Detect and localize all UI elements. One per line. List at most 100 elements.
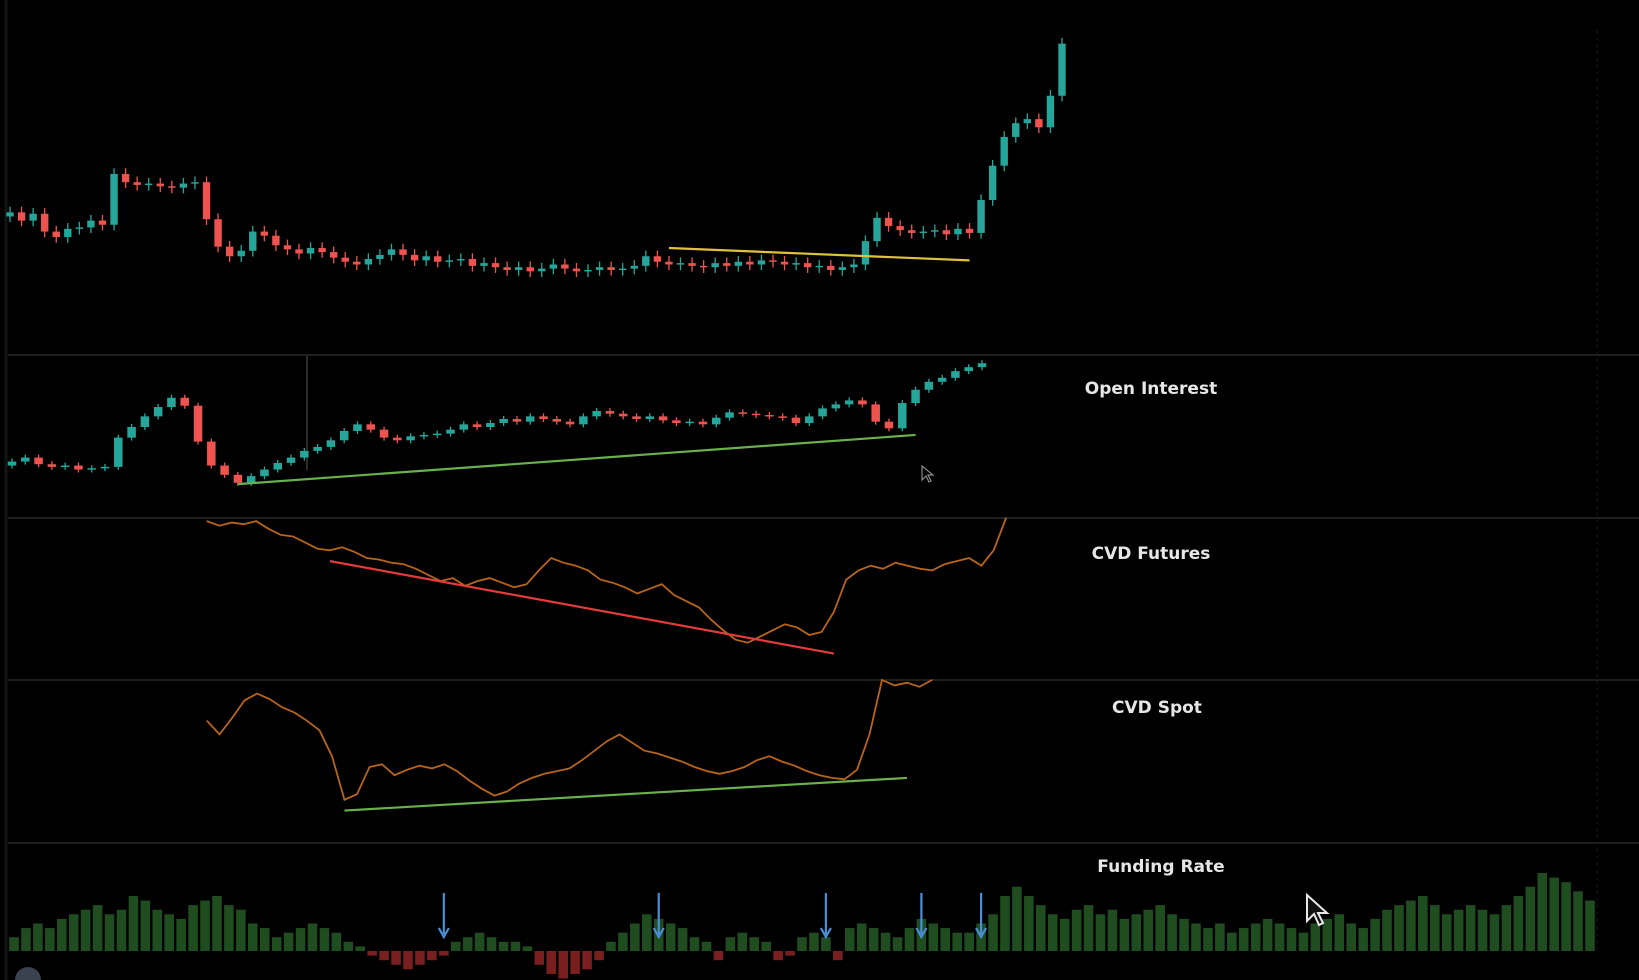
fund-bar-65	[785, 951, 795, 956]
price-body-23	[272, 235, 280, 246]
oi-body-62	[831, 404, 841, 409]
oi-candle-69	[924, 378, 934, 393]
oi-candle-2	[34, 454, 43, 468]
cvdf-point-38	[673, 594, 675, 596]
oi-candle-49	[658, 413, 668, 424]
price-candle-33	[387, 243, 396, 261]
fund-bar-99	[1191, 923, 1201, 951]
fund-bar-53	[642, 914, 652, 951]
fund-bar-64	[773, 951, 783, 961]
price-candle-64	[746, 256, 754, 271]
cvds-point-12	[356, 793, 358, 795]
cvdf-point-49	[808, 634, 810, 636]
price-candle-59	[688, 257, 696, 272]
price-body-55	[642, 256, 650, 266]
price-candle-28	[329, 246, 338, 264]
price-body-4	[52, 231, 60, 238]
price-candle-77	[896, 220, 904, 236]
oi-candle-23	[313, 443, 322, 454]
price-candle-38	[445, 254, 453, 268]
oi-candle-56	[751, 410, 761, 419]
cvdf-point-37	[661, 583, 663, 585]
fund-bar-80	[964, 932, 974, 951]
oi-candle-43	[579, 413, 588, 428]
price-body-28	[329, 252, 338, 258]
oi-candle-33	[446, 426, 455, 437]
cvds-point-0	[206, 720, 208, 722]
price-body-3	[40, 213, 49, 232]
fund-bar-21	[259, 928, 270, 951]
cvdf-point-0	[206, 520, 208, 522]
cvds-point-49	[818, 774, 821, 776]
fund-bar-37	[450, 941, 461, 951]
cvds-point-37	[668, 756, 671, 759]
cvds-point-23	[493, 795, 496, 797]
fund-bar-104	[1250, 923, 1261, 951]
price-candle-76	[884, 212, 893, 232]
fund-arrow-head-1	[652, 927, 665, 940]
oi-candle-68	[911, 386, 920, 407]
price-candle-51	[595, 261, 604, 276]
price-body-5	[64, 228, 72, 238]
cvds-point-40	[706, 770, 708, 772]
fund-bar-105	[1262, 918, 1273, 951]
oi-candle-63	[844, 397, 854, 408]
price-candle-90	[1046, 90, 1055, 134]
oi-candle-52	[698, 418, 708, 428]
price-body-40	[468, 258, 477, 266]
oi-body-19	[260, 469, 269, 477]
cvds-point-6	[281, 706, 283, 708]
cvds-point-41	[718, 773, 721, 775]
price-body-72	[838, 267, 847, 270]
oi-candle-25	[339, 427, 349, 444]
price-candle-70	[815, 260, 823, 273]
fund-bar-73	[880, 932, 891, 951]
fund-bar-109	[1310, 923, 1321, 951]
price-body-16	[191, 182, 199, 184]
oi-candle-24	[326, 437, 336, 450]
fund-bar-78	[940, 928, 951, 951]
cvds-point-45	[768, 755, 771, 757]
cvdf-point-23	[489, 577, 491, 579]
price-candle-9	[110, 168, 118, 231]
fund-bar-17	[212, 895, 222, 951]
cvds-point-42	[731, 770, 733, 772]
price-candle-42	[491, 257, 500, 273]
cvds-point-2	[231, 717, 233, 719]
cvdf-point-28	[550, 557, 552, 559]
oi-candle-58	[778, 413, 787, 421]
oi-candle-8	[114, 434, 123, 470]
fund-bar-75	[904, 928, 915, 951]
price-candle-22	[260, 225, 269, 242]
price-candle-36	[422, 250, 430, 267]
price-body-45	[526, 267, 534, 272]
price-candle-62	[723, 257, 731, 272]
price-candle-17	[202, 176, 211, 225]
price-body-12	[145, 183, 153, 186]
price-body-84	[977, 200, 985, 233]
oi-candle-61	[818, 405, 827, 420]
cvds-point-4	[256, 693, 258, 695]
price-candle-11	[133, 176, 141, 191]
price-body-82	[954, 228, 962, 235]
fund-bar-120	[1441, 914, 1452, 951]
cvds-point-53	[868, 733, 871, 736]
price-candle-2	[29, 208, 37, 227]
fund-bar-62	[749, 937, 760, 951]
cvds-point-56	[906, 682, 908, 684]
price-candle-7	[87, 214, 95, 234]
price-body-29	[341, 257, 349, 262]
fund-bar-97	[1167, 914, 1177, 951]
price-candle-54	[630, 260, 638, 275]
oi-body-7	[100, 466, 110, 469]
price-candle-26	[306, 242, 315, 260]
oi-candle-45	[605, 408, 615, 417]
cvdf-point-43	[734, 639, 737, 641]
price-candle-89	[1035, 113, 1043, 134]
oi-candle-44	[592, 408, 601, 420]
oi-body-67	[898, 403, 907, 429]
fund-bar-18	[224, 905, 234, 951]
price-body-83	[965, 228, 974, 233]
oi-body-16	[220, 465, 229, 475]
